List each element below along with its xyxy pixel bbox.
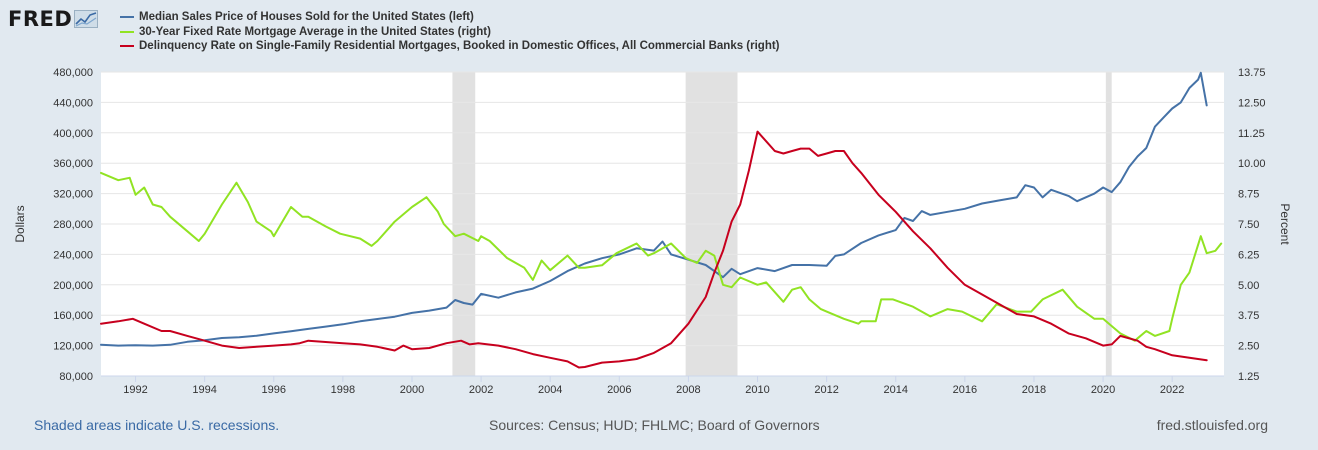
y-tick-label-left: 160,000 <box>53 310 93 322</box>
x-tick-label: 2002 <box>469 384 493 396</box>
legend-swatch <box>120 45 134 48</box>
y-tick-label-right: 12.50 <box>1238 97 1266 109</box>
x-tick-label: 2020 <box>1091 384 1115 396</box>
recession-note: Shaded areas indicate U.S. recessions. <box>34 417 280 433</box>
legend-item-mortgage-rate[interactable]: 30-Year Fixed Rate Mortgage Average in t… <box>120 25 780 40</box>
legend-label: Delinquency Rate on Single-Family Reside… <box>139 40 780 52</box>
y-tick-label-left: 480,000 <box>53 67 93 79</box>
x-tick-label: 2000 <box>400 384 424 396</box>
y-tick-label-left: 280,000 <box>53 219 93 231</box>
median-price-line <box>100 71 1208 347</box>
legend: Median Sales Price of Houses Sold for th… <box>120 10 780 54</box>
y-tick-label-right: 1.25 <box>1238 371 1259 383</box>
y-tick-label-left: 400,000 <box>53 128 93 140</box>
x-tick-label: 2008 <box>676 384 700 396</box>
x-tick-label: 2022 <box>1160 384 1184 396</box>
x-tick-label: 2006 <box>607 384 631 396</box>
y-tick-label-right: 5.00 <box>1238 280 1259 292</box>
y-tick-label-right: 7.50 <box>1238 219 1259 231</box>
y-tick-label-left: 80,000 <box>59 371 93 383</box>
chart[interactable]: 80,000 120,000 160,000 200,000 240,000 280,00… <box>0 0 1318 410</box>
y-tick-label-left: 360,000 <box>53 158 93 170</box>
x-tick-label: 2004 <box>538 384 562 396</box>
site-link[interactable]: fred.stlouisfed.org <box>1156 417 1268 433</box>
y-tick-label-left: 200,000 <box>53 280 93 292</box>
legend-label: Median Sales Price of Houses Sold for th… <box>139 11 474 23</box>
y-tick-label-left: 440,000 <box>53 97 93 109</box>
mortgage-rate-line <box>100 171 1223 342</box>
x-tick-label: 1996 <box>262 384 286 396</box>
x-tick-label: 2018 <box>1022 384 1046 396</box>
legend-item-delinquency-rate[interactable]: Delinquency Rate on Single-Family Reside… <box>120 39 780 54</box>
x-tick-label: 2010 <box>745 384 769 396</box>
y-tick-label-right: 13.75 <box>1238 67 1266 79</box>
y-tick-label-right: 10.00 <box>1238 158 1266 170</box>
x-tick-label: 2014 <box>883 384 907 396</box>
x-tick-label: 2012 <box>814 384 838 396</box>
legend-label: 30-Year Fixed Rate Mortgage Average in t… <box>139 25 491 38</box>
sources-text: Sources: Census; HUD; FHLMC; Board of Go… <box>489 417 820 433</box>
y-tick-label-right: 6.25 <box>1238 249 1259 261</box>
x-tick-label: 1998 <box>331 384 355 396</box>
x-tick-label: 1994 <box>192 384 216 396</box>
x-tick-label: 2016 <box>953 384 977 396</box>
delinquency-rate-line <box>100 130 1208 369</box>
y-tick-label-right: 3.75 <box>1238 310 1259 322</box>
chart-icon <box>74 10 99 28</box>
y-axis-label-right: Percent <box>1278 203 1292 245</box>
legend-item-median-price[interactable]: Median Sales Price of Houses Sold for th… <box>120 10 780 25</box>
y-tick-label-right: 2.50 <box>1238 341 1259 353</box>
y-tick-label-left: 120,000 <box>53 341 93 353</box>
legend-swatch <box>120 30 134 33</box>
y-tick-label-right: 11.25 <box>1238 128 1265 140</box>
fred-logo[interactable]: FRED <box>8 7 99 31</box>
y-tick-label-left: 240,000 <box>53 249 93 261</box>
x-tick-label: 1992 <box>123 384 147 396</box>
legend-swatch <box>120 16 134 19</box>
y-axis-label-left: Dollars <box>13 205 27 242</box>
y-tick-label-right: 8.75 <box>1238 189 1259 201</box>
y-tick-label-left: 320,000 <box>53 189 93 201</box>
logo-text: FRED <box>8 7 73 31</box>
